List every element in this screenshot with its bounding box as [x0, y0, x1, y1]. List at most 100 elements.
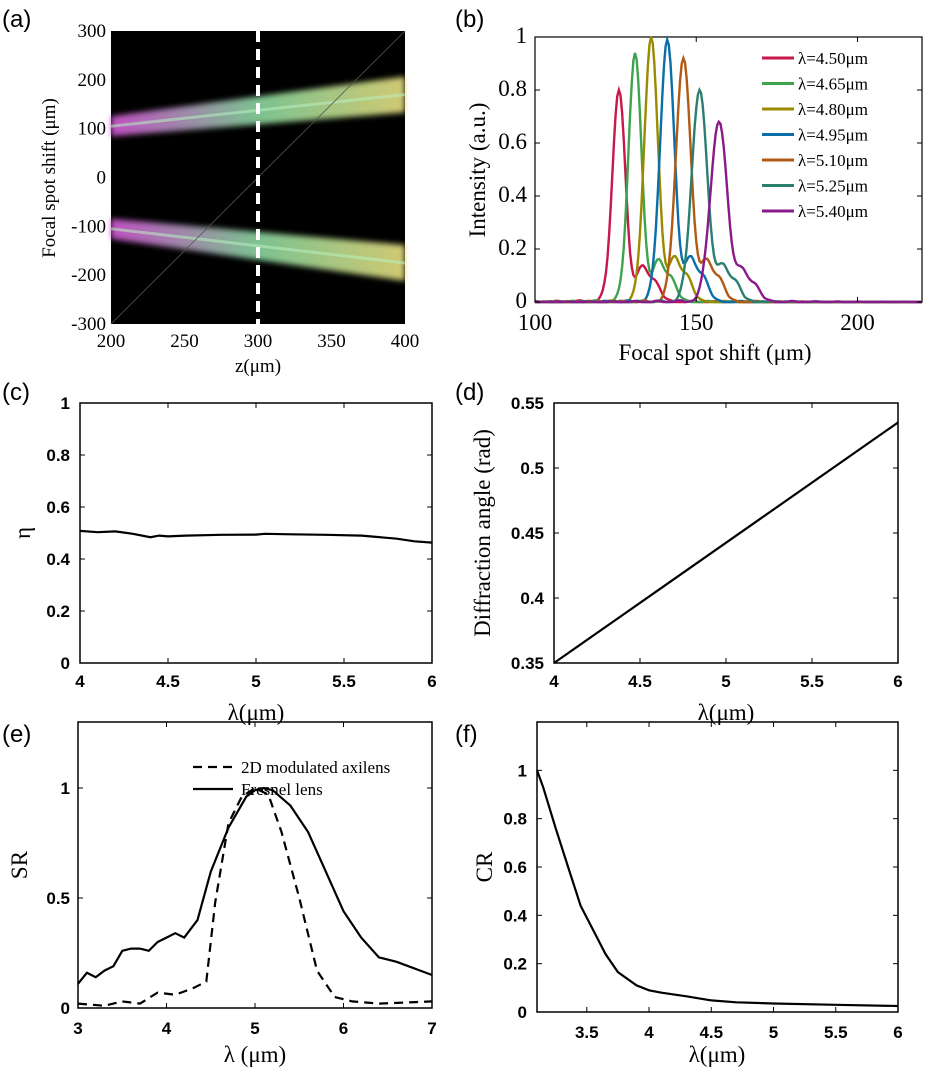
y-tick-label: 1 [518, 761, 527, 780]
y-tick-label: 0.2 [503, 955, 527, 974]
c-ylabel: η [10, 527, 35, 539]
x-tick-label: 350 [317, 331, 346, 352]
y-tick-label: 0.55 [511, 394, 544, 413]
y-tick-label: 0.2 [498, 235, 527, 260]
y-tick-label: 0.4 [520, 589, 544, 608]
x-tick-label: 5 [251, 672, 260, 691]
x-tick-label: 400 [391, 331, 420, 352]
y-tick-label: 0.4 [498, 182, 527, 207]
y-tick-label: 0.6 [498, 129, 527, 154]
x-tick-label: 4.5 [156, 672, 180, 691]
f-plot-frame [536, 721, 899, 1013]
x-tick-label: 6 [893, 672, 902, 691]
x-tick-label: 3.5 [575, 1023, 599, 1042]
x-tick-label: 200 [840, 310, 875, 335]
e-xlabel: λ (μm) [224, 1042, 286, 1067]
e-series-line [77, 786, 433, 1007]
x-tick-label: 5 [250, 1019, 259, 1038]
x-tick-label: 150 [679, 310, 714, 335]
legend-entry: λ=4.80μm [798, 100, 868, 119]
panel-f-chart: 3.5 4 4.5 5 5.5 6 0 0.2 0.4 0.6 0.8 1 λ(μm) CR [472, 721, 903, 1067]
x-tick-label: 4 [549, 672, 559, 691]
x-tick-label: 5.5 [800, 672, 824, 691]
f-series-group [535, 769, 899, 1008]
y-tick-label: 0.4 [46, 550, 70, 569]
y-tick-label: 0 [518, 1003, 527, 1022]
y-tick-label: 200 [78, 70, 107, 91]
panel-b-chart: 100 150 200 0 0.2 0.4 0.6 0.8 1 λ=4.50μm λ=4.65μm… [465, 23, 923, 365]
x-tick-label: 200 [97, 331, 126, 352]
x-tick-label: 100 [518, 310, 553, 335]
d-xlabel: λ(μm) [698, 700, 755, 725]
heatmap-band-core [110, 227, 406, 265]
c-series-line [79, 529, 433, 544]
x-tick-label: 300 [244, 331, 273, 352]
c-series-group [79, 529, 433, 544]
d-ylabel: Diffraction angle (rad) [470, 429, 495, 637]
e-series-group [77, 786, 433, 1007]
y-tick-label: 0.8 [498, 76, 527, 101]
legend-entry: λ=5.40μm [798, 202, 868, 221]
legend-entry: λ=5.25μm [798, 177, 868, 196]
a-ylabel: Focal spot shift (μm) [39, 98, 60, 258]
x-tick-label: 4.5 [699, 1023, 723, 1042]
y-tick-label: 0 [97, 168, 107, 189]
legend-entry: 2D modulated axilens [241, 758, 390, 777]
y-tick-label: 1 [516, 23, 528, 48]
x-tick-label: 5.5 [824, 1023, 848, 1042]
x-tick-label: 4.5 [628, 672, 652, 691]
y-tick-label: 1 [61, 394, 70, 413]
x-tick-label: 4 [75, 672, 85, 691]
x-tick-label: 5 [721, 672, 730, 691]
e-ylabel: SR [7, 850, 32, 879]
x-tick-label: 7 [427, 1019, 436, 1038]
x-tick-label: 5 [769, 1023, 778, 1042]
e-legend: 2D modulated axilens Fresnel lens [193, 758, 390, 799]
x-tick-label: 6 [339, 1019, 348, 1038]
panel-d-chart: 4 4.5 5 5.5 6 0.35 0.4 0.45 0.5 0.55 λ(μm) Diffra… [470, 394, 903, 725]
d-series-group [553, 421, 899, 664]
d-tick-group: 4 4.5 5 5.5 6 0.35 0.4 0.45 0.5 0.55 [511, 394, 903, 691]
y-tick-label: 0.2 [46, 602, 70, 621]
b-ylabel: Intensity (a.u.) [465, 103, 490, 238]
y-tick-label: -200 [71, 265, 106, 286]
panel-label-c: (c) [2, 379, 30, 406]
f-tick-group: 3.5 4 4.5 5 5.5 6 0 0.2 0.4 0.6 0.8 1 [503, 722, 903, 1042]
f-ylabel: CR [472, 851, 497, 882]
a-xtick-labels: 200 250 300 350 400 [97, 331, 420, 352]
y-tick-label: 1 [61, 779, 70, 798]
y-tick-label: 0.8 [46, 446, 70, 465]
x-tick-label: 3 [73, 1019, 82, 1038]
panel-label-a: (a) [2, 6, 31, 33]
panel-label-d: (d) [455, 379, 484, 406]
x-tick-label: 250 [170, 331, 199, 352]
y-tick-label: 300 [78, 21, 107, 42]
b-xlabel: Focal spot shift (μm) [618, 340, 811, 365]
e-tick-group: 3 4 5 6 7 0 0.5 1 [46, 722, 437, 1038]
y-tick-label: 0 [61, 999, 70, 1018]
y-tick-label: 0.45 [511, 524, 544, 543]
y-tick-label: 0.4 [503, 906, 527, 925]
y-tick-label: 0.5 [520, 459, 544, 478]
legend-entry: λ=4.65μm [798, 75, 868, 94]
panel-c-chart: 4 4.5 5 5.5 6 0 0.2 0.4 0.6 0.8 1 λ(μm) η [10, 394, 437, 725]
panel-label-f: (f) [455, 721, 478, 748]
f-xlabel: λ(μm) [689, 1042, 746, 1067]
x-tick-label: 4 [644, 1023, 654, 1042]
y-tick-label: 100 [78, 119, 107, 140]
x-tick-label: 6 [893, 1023, 902, 1042]
c-tick-group: 4 4.5 5 5.5 6 0 0.2 0.4 0.6 0.8 1 [46, 394, 436, 691]
panel-label-e: (e) [2, 721, 31, 748]
y-tick-label: 0.5 [46, 889, 70, 908]
y-tick-label: 0.6 [46, 498, 70, 517]
legend-entry: λ=4.95μm [798, 126, 868, 145]
y-tick-label: 0 [61, 654, 70, 673]
d-series-line [553, 421, 899, 664]
panel-e-chart: 3 4 5 6 7 0 0.5 1 2D modulated axilens Fresnel l… [7, 721, 437, 1067]
y-tick-label: 0 [516, 288, 528, 313]
x-tick-label: 5.5 [332, 672, 356, 691]
b-legend: λ=4.50μm λ=4.65μm λ=4.80μm λ=4.95μm λ=5.10μm… [762, 49, 868, 221]
panel-a-heatmap: 200 250 300 350 400 300 200 100 0 -100 -200 -300 z… [39, 21, 419, 377]
e-series-line [77, 786, 433, 985]
